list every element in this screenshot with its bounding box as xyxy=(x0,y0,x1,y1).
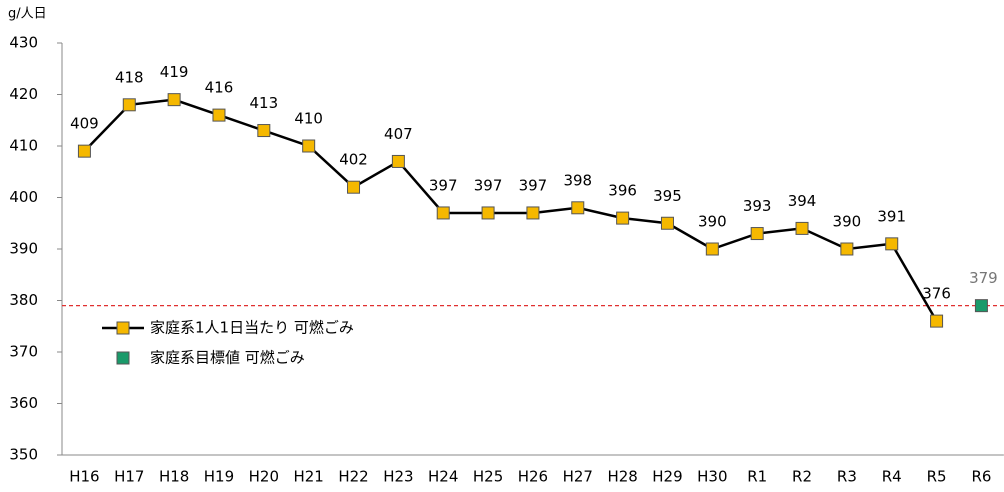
legend-label: 家庭系目標値 可燃ごみ xyxy=(150,349,305,367)
y-tick-label: 390 xyxy=(9,240,38,258)
y-tick-label: 420 xyxy=(9,85,38,103)
marker xyxy=(974,299,988,313)
marker xyxy=(616,211,630,225)
marker xyxy=(705,242,719,256)
data-label: 409 xyxy=(70,115,99,133)
y-axis-label: g/人日 xyxy=(8,7,47,22)
y-tick-label: 370 xyxy=(9,343,38,361)
marker xyxy=(436,206,450,220)
x-tick-label: R1 xyxy=(747,468,767,486)
data-label: 398 xyxy=(563,171,592,189)
data-label: 379 xyxy=(969,269,998,287)
marker xyxy=(930,314,944,328)
data-label: 390 xyxy=(698,213,727,231)
x-tick-label: H23 xyxy=(383,468,413,486)
x-tick-label: H30 xyxy=(697,468,727,486)
x-tick-label: R5 xyxy=(927,468,947,486)
x-tick-label: H17 xyxy=(114,468,144,486)
x-tick-label: H22 xyxy=(338,468,368,486)
series-line xyxy=(83,98,938,322)
marker xyxy=(122,98,136,112)
data-label: 419 xyxy=(160,63,189,81)
x-tick-label: H28 xyxy=(607,468,637,486)
y-tick-label: 400 xyxy=(9,188,38,206)
x-tick-label: H20 xyxy=(249,468,279,486)
marker xyxy=(885,237,899,251)
marker xyxy=(795,221,809,235)
x-tick-label: R3 xyxy=(837,468,857,486)
marker xyxy=(302,139,316,153)
data-label: 390 xyxy=(833,213,862,231)
x-tick-label: H19 xyxy=(204,468,234,486)
x-tick-label: H26 xyxy=(518,468,548,486)
marker xyxy=(481,206,495,220)
marker xyxy=(660,216,674,230)
data-label: 402 xyxy=(339,151,368,169)
data-label: 413 xyxy=(250,94,279,112)
x-tick-label: H27 xyxy=(563,468,593,486)
x-tick-label: R4 xyxy=(882,468,902,486)
x-tick-label: H25 xyxy=(473,468,503,486)
x-tick-label: R2 xyxy=(792,468,812,486)
marker xyxy=(571,201,585,215)
legend-marker xyxy=(116,351,130,365)
marker xyxy=(347,180,361,194)
data-label: 393 xyxy=(743,197,772,215)
y-tick-label: 350 xyxy=(9,446,38,464)
data-label: 410 xyxy=(294,110,323,128)
data-label: 396 xyxy=(608,182,637,200)
x-tick-label: H16 xyxy=(69,468,99,486)
data-label: 397 xyxy=(519,176,548,194)
y-tick-label: 430 xyxy=(9,34,38,52)
data-label: 416 xyxy=(205,79,234,97)
legend-marker xyxy=(116,321,130,335)
x-tick-label: R6 xyxy=(971,468,991,486)
legend-label: 家庭系1人1日当たり 可燃ごみ xyxy=(150,319,354,337)
y-tick-label: 380 xyxy=(9,291,38,309)
marker xyxy=(167,93,181,107)
data-label: 394 xyxy=(788,192,817,210)
data-label: 418 xyxy=(115,68,144,86)
marker xyxy=(750,227,764,241)
x-tick-label: H18 xyxy=(159,468,189,486)
data-label: 376 xyxy=(922,285,951,303)
data-label: 397 xyxy=(474,176,503,194)
y-tick-label: 410 xyxy=(9,137,38,155)
data-label: 407 xyxy=(384,125,413,143)
marker xyxy=(840,242,854,256)
y-tick-label: 360 xyxy=(9,394,38,412)
marker xyxy=(77,144,91,158)
x-tick-label: H21 xyxy=(293,468,323,486)
data-label: 395 xyxy=(653,187,682,205)
x-tick-label: H29 xyxy=(652,468,682,486)
x-tick-label: H24 xyxy=(428,468,458,486)
marker xyxy=(526,206,540,220)
data-label: 397 xyxy=(429,176,458,194)
data-label: 391 xyxy=(877,207,906,225)
marker xyxy=(391,154,405,168)
marker xyxy=(257,124,271,138)
marker xyxy=(212,108,226,122)
